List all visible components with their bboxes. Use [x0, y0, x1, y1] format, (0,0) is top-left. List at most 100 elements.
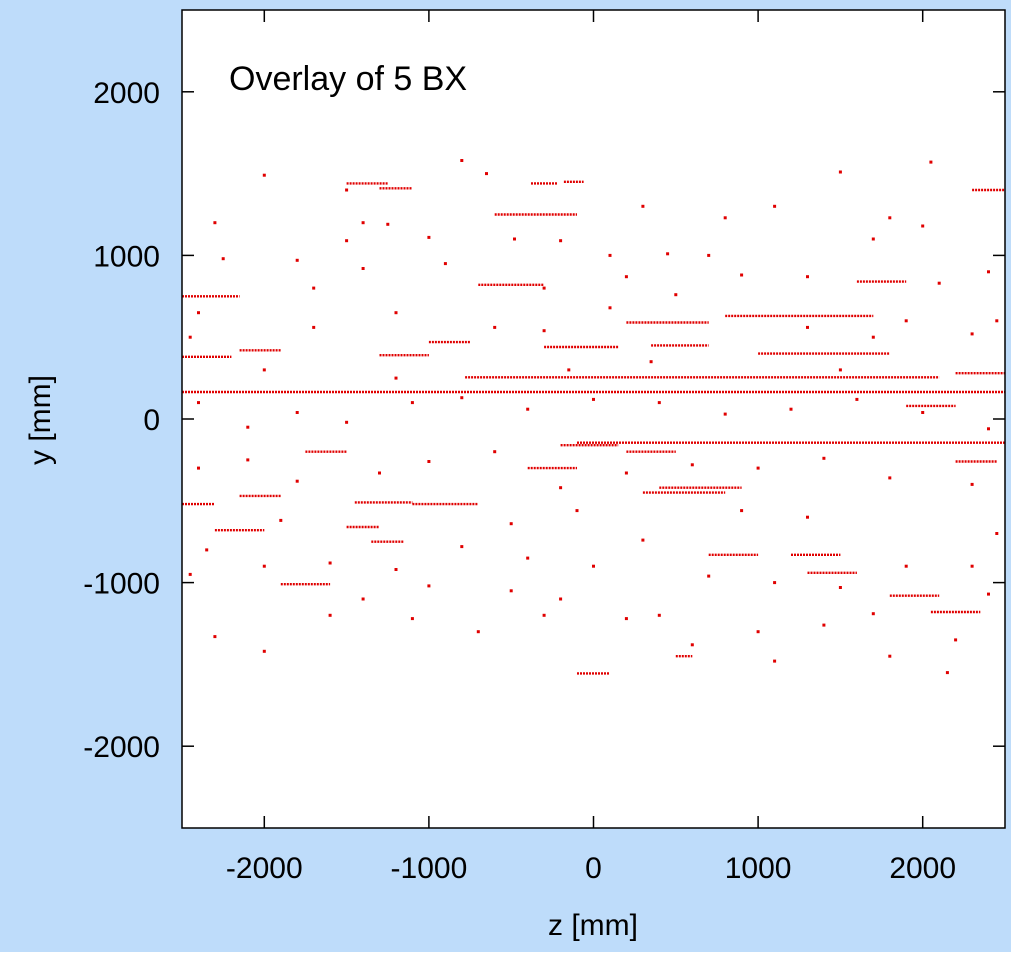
hit-point-28 [806, 275, 809, 279]
hit-point-47 [526, 407, 530, 411]
y-axis-label: y [mm] [24, 375, 57, 465]
hit-point-19 [485, 172, 488, 176]
hit-point-17 [641, 204, 645, 208]
hit-point-73 [526, 556, 530, 560]
hit-point-77 [773, 581, 777, 585]
hit-point-39 [904, 319, 908, 323]
hit-point-9 [608, 253, 612, 257]
hit-point-108 [188, 572, 192, 576]
hit-point-112 [806, 515, 809, 519]
hit-point-54 [987, 427, 990, 431]
hit-point-75 [641, 538, 645, 542]
hit-point-5 [427, 235, 431, 239]
hit-point-101 [888, 654, 892, 658]
hit-point-90 [822, 623, 826, 627]
y-tick-label: 1000 [93, 240, 160, 273]
hit-point-0 [213, 221, 217, 225]
y-tick-label: 0 [143, 404, 160, 437]
hit-point-117 [345, 188, 349, 192]
hit-point-32 [262, 368, 266, 372]
hit-point-14 [888, 216, 892, 220]
hit-point-3 [295, 258, 299, 262]
hit-point-36 [608, 306, 612, 310]
hit-point-29 [937, 281, 941, 285]
hit-point-76 [707, 574, 711, 578]
y-tick-label: -2000 [83, 731, 160, 764]
hit-point-94 [427, 584, 431, 588]
hit-point-64 [756, 466, 760, 470]
hit-point-109 [995, 532, 999, 535]
hit-point-55 [197, 466, 200, 470]
hit-point-51 [789, 407, 793, 411]
hit-point-81 [213, 635, 217, 639]
hit-point-69 [262, 564, 266, 568]
hit-point-102 [567, 368, 571, 372]
hit-point-2 [221, 257, 225, 261]
x-tick-label: 1000 [725, 852, 792, 885]
hit-point-37 [674, 293, 678, 297]
hit-point-62 [624, 471, 628, 475]
hit-point-67 [970, 482, 974, 486]
x-tick-label: -2000 [226, 852, 303, 885]
hit-point-7 [513, 237, 516, 241]
hit-point-48 [592, 397, 595, 401]
hit-point-118 [361, 221, 365, 225]
hit-point-91 [871, 612, 875, 616]
hit-point-78 [838, 586, 842, 589]
hit-point-1 [262, 173, 266, 177]
hit-point-25 [542, 286, 546, 290]
hit-point-66 [888, 476, 892, 480]
hit-point-96 [773, 659, 777, 663]
y-tick-label: -1000 [83, 568, 160, 601]
hit-point-10 [666, 252, 670, 256]
hit-point-24 [443, 262, 447, 266]
hit-point-79 [904, 564, 908, 568]
hit-point-52 [855, 397, 859, 401]
hit-point-104 [394, 376, 398, 380]
hit-point-31 [188, 335, 192, 339]
hit-point-22 [312, 286, 316, 290]
hit-point-18 [460, 159, 464, 162]
hit-point-49 [657, 401, 661, 405]
hit-point-27 [740, 273, 744, 277]
hit-point-99 [657, 613, 661, 617]
hit-point-107 [995, 319, 999, 323]
x-axis-label: z [mm] [548, 909, 638, 942]
hit-point-106 [197, 311, 200, 315]
hit-point-23 [361, 267, 365, 270]
hit-point-110 [279, 518, 283, 522]
hit-point-45 [410, 401, 414, 405]
hit-point-65 [822, 456, 826, 460]
hit-point-16 [929, 160, 933, 164]
hit-point-20 [871, 237, 875, 241]
hit-point-70 [328, 561, 332, 565]
hit-point-21 [723, 216, 727, 220]
hit-point-95 [509, 589, 513, 593]
hit-point-85 [476, 630, 480, 634]
hit-point-84 [410, 617, 414, 621]
hit-point-53 [921, 411, 925, 414]
chart-annotation: Overlay of 5 BX [229, 60, 467, 98]
x-tick-label: -1000 [391, 852, 468, 885]
data-marks [182, 159, 1005, 675]
hit-point-83 [328, 613, 332, 617]
hit-point-30 [987, 270, 990, 274]
hit-point-115 [871, 335, 875, 339]
hit-point-72 [460, 545, 464, 549]
y-tick-label: 2000 [93, 77, 160, 110]
hit-point-68 [205, 548, 209, 552]
hit-point-38 [806, 325, 809, 329]
hit-point-15 [921, 224, 925, 228]
hit-point-88 [690, 643, 694, 647]
hit-point-12 [773, 204, 777, 208]
hit-point-100 [361, 597, 365, 601]
hit-point-50 [723, 412, 727, 416]
hit-point-63 [690, 463, 694, 467]
hit-point-59 [427, 460, 431, 463]
hit-point-35 [493, 325, 497, 329]
hit-point-114 [575, 509, 579, 513]
x-tick-label: 2000 [889, 852, 956, 885]
x-tick-label: 0 [585, 852, 602, 885]
